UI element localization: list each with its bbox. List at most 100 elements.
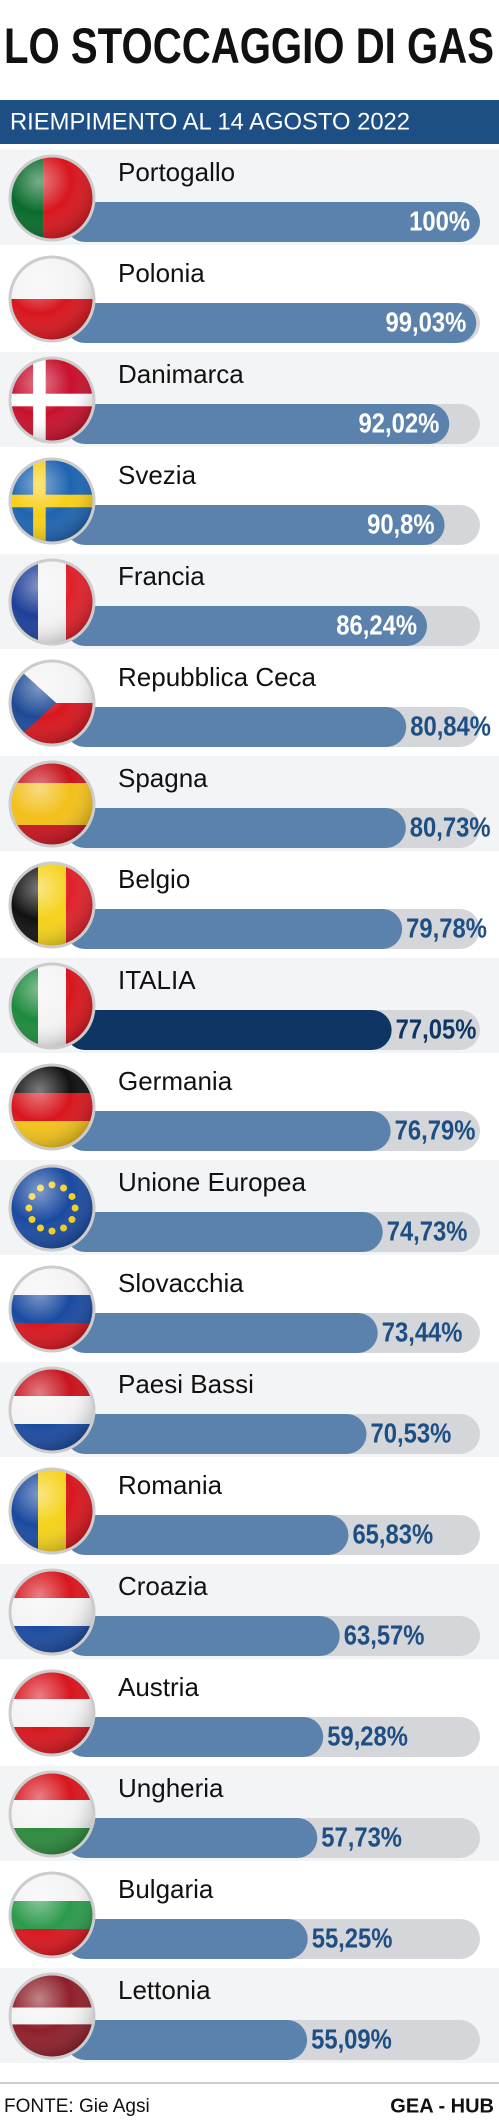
bar bbox=[65, 1717, 324, 1757]
bar bbox=[65, 1919, 308, 1959]
bar bbox=[65, 707, 407, 747]
flag bbox=[10, 459, 94, 543]
flag-gloss bbox=[10, 459, 94, 543]
credit: GEA - HUB bbox=[390, 2095, 494, 2117]
value-label: 59,28% bbox=[327, 1720, 408, 1751]
category-label: Spagna bbox=[118, 763, 208, 793]
flag-gloss bbox=[10, 1166, 94, 1250]
value-label: 99,03% bbox=[386, 306, 467, 337]
bar bbox=[65, 202, 480, 242]
flag-gloss bbox=[10, 1469, 94, 1553]
flag-ring bbox=[8, 154, 96, 242]
flag-ring bbox=[8, 1063, 96, 1151]
value-label: 77,05% bbox=[396, 1013, 477, 1044]
flag-gloss bbox=[10, 156, 94, 240]
flag bbox=[10, 1166, 94, 1250]
rows: Portogallo 100% Polonia 99,03% Danimarca 92,0… bbox=[0, 150, 499, 2063]
flag-ring bbox=[8, 861, 96, 949]
bar bbox=[65, 808, 406, 848]
category-label: Austria bbox=[118, 1672, 199, 1702]
bar bbox=[65, 1818, 318, 1858]
category-label: Germania bbox=[118, 1066, 233, 1096]
bar bbox=[65, 1111, 391, 1151]
flag-gloss bbox=[10, 863, 94, 947]
flag-gloss bbox=[10, 1065, 94, 1149]
category-label: Polonia bbox=[118, 258, 205, 288]
flag-gloss bbox=[10, 661, 94, 745]
value-label: 90,8% bbox=[367, 508, 435, 539]
bar bbox=[65, 404, 450, 444]
flag-ring bbox=[8, 1265, 96, 1353]
category-label: Bulgaria bbox=[118, 1874, 214, 1904]
category-label: Svezia bbox=[118, 460, 197, 490]
subtitle-band bbox=[0, 100, 499, 144]
flag bbox=[10, 863, 94, 947]
flag bbox=[10, 1368, 94, 1452]
flag-ring bbox=[8, 1467, 96, 1555]
flag-gloss bbox=[10, 358, 94, 442]
value-label: 70,53% bbox=[371, 1417, 452, 1448]
category-label: Lettonia bbox=[118, 1975, 211, 2005]
flag-ring bbox=[8, 1366, 96, 1454]
category-label: Francia bbox=[118, 561, 205, 591]
bar bbox=[65, 1515, 349, 1555]
chart-subtitle: RIEMPIMENTO AL 14 AGOSTO 2022 bbox=[10, 108, 410, 135]
flag-gloss bbox=[10, 257, 94, 341]
value-label: 76,79% bbox=[395, 1114, 476, 1145]
flag-ring bbox=[8, 255, 96, 343]
flag-ring bbox=[8, 1770, 96, 1858]
flag-ring bbox=[8, 558, 96, 646]
category-label: Slovacchia bbox=[118, 1268, 244, 1298]
category-label: Portogallo bbox=[118, 157, 235, 187]
chart-title: LO STOCCAGGIO DI GAS bbox=[4, 18, 494, 74]
value-label: 100% bbox=[409, 205, 470, 236]
bar bbox=[65, 1616, 340, 1656]
flag-gloss bbox=[10, 1873, 94, 1957]
flag-ring bbox=[8, 1568, 96, 1656]
category-label: Romania bbox=[118, 1470, 223, 1500]
bar bbox=[65, 1313, 378, 1353]
flag-gloss bbox=[10, 560, 94, 644]
flag-ring bbox=[8, 760, 96, 848]
bar bbox=[65, 1010, 392, 1050]
value-label: 73,44% bbox=[382, 1316, 463, 1347]
value-label: 74,73% bbox=[387, 1215, 468, 1246]
value-label: 55,09% bbox=[311, 2023, 392, 2054]
bar bbox=[65, 909, 403, 949]
flag bbox=[10, 358, 94, 442]
flag-ring bbox=[8, 457, 96, 545]
flag-gloss bbox=[10, 1368, 94, 1452]
value-label: 55,25% bbox=[312, 1922, 393, 1953]
flag bbox=[10, 1873, 94, 1957]
value-label: 86,24% bbox=[336, 609, 417, 640]
bar bbox=[65, 2020, 308, 2060]
value-label: 92,02% bbox=[359, 407, 440, 438]
category-label: Danimarca bbox=[118, 359, 244, 389]
flag-gloss bbox=[10, 1671, 94, 1755]
flag-ring bbox=[8, 962, 96, 1050]
category-label: Paesi Bassi bbox=[118, 1369, 254, 1399]
flag-gloss bbox=[10, 1974, 94, 2058]
flag-ring bbox=[8, 1164, 96, 1252]
flag-gloss bbox=[10, 964, 94, 1048]
category-label: Unione Europea bbox=[118, 1167, 306, 1197]
flag-gloss bbox=[10, 1570, 94, 1654]
category-label: Ungheria bbox=[118, 1773, 224, 1803]
flag-ring bbox=[8, 1669, 96, 1757]
value-label: 80,84% bbox=[410, 710, 491, 741]
value-label: 80,73% bbox=[410, 811, 491, 842]
value-label: 65,83% bbox=[352, 1518, 433, 1549]
category-label: Repubblica Ceca bbox=[118, 662, 317, 692]
flag-gloss bbox=[10, 1267, 94, 1351]
category-label: ITALIA bbox=[118, 965, 196, 995]
flag-ring bbox=[8, 1972, 96, 2060]
value-label: 63,57% bbox=[344, 1619, 425, 1650]
flag-ring bbox=[8, 659, 96, 747]
value-label: 57,73% bbox=[321, 1821, 402, 1852]
flag-gloss bbox=[10, 762, 94, 846]
bar bbox=[65, 606, 428, 646]
flag-gloss bbox=[10, 1772, 94, 1856]
value-label: 79,78% bbox=[406, 912, 487, 943]
bar bbox=[65, 505, 445, 545]
